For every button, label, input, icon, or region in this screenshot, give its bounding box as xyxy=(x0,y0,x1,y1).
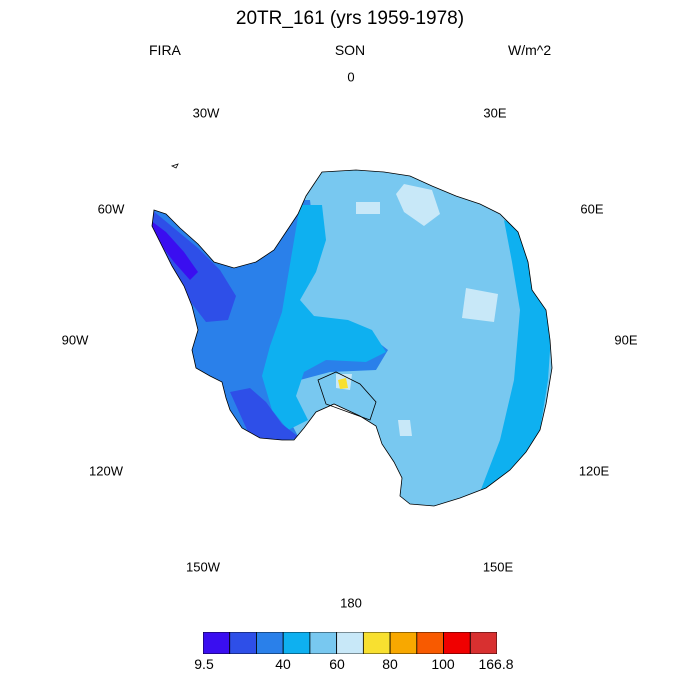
colorbar-label-100: 100 xyxy=(431,656,455,672)
lon-label-120w: 120W xyxy=(89,463,123,479)
lon-label-180: 180 xyxy=(340,595,362,611)
lon-label-30e: 30E xyxy=(483,105,507,121)
colorbar xyxy=(203,632,497,654)
field-patch-2 xyxy=(462,288,498,322)
antarctica-field xyxy=(152,170,552,506)
colorbar-label-max: 166.8 xyxy=(478,656,514,672)
colorbar-box-0 xyxy=(203,632,231,654)
colorbar-box-1 xyxy=(229,632,257,654)
colorbar-label-min: 9.5 xyxy=(194,656,214,672)
colorbar-box-4 xyxy=(309,632,338,654)
field-marie-byrd xyxy=(230,388,300,442)
colorbar-box-8 xyxy=(416,632,444,654)
variable-name: FIRA xyxy=(149,42,181,58)
field-patch-1 xyxy=(396,184,440,226)
field-patch-3 xyxy=(356,202,380,214)
colorbar-box-9 xyxy=(443,632,471,654)
lon-label-60w: 60W xyxy=(97,201,125,217)
lon-label-90e: 90E xyxy=(614,332,638,348)
colorbar-label-80: 80 xyxy=(382,656,398,672)
field-west-cyan xyxy=(262,205,386,430)
colorbar-box-2 xyxy=(256,632,284,654)
colorbar-box-10 xyxy=(469,632,497,654)
units-label: W/m^2 xyxy=(508,42,552,58)
lon-label-60e: 60E xyxy=(580,201,604,217)
field-patch-4 xyxy=(398,420,412,436)
lon-label-150w: 150W xyxy=(186,559,220,575)
season-label: SON xyxy=(334,42,366,58)
ross-ice-shelf-outline xyxy=(317,371,377,421)
lon-label-30w: 30W xyxy=(192,105,220,121)
plot-title: 20TR_161 (yrs 1959-1978) xyxy=(235,8,465,29)
field-peninsula-tip xyxy=(152,220,198,280)
colorbar-box-6 xyxy=(362,632,391,654)
colorbar-label-40: 40 xyxy=(275,656,291,672)
colorbar-box-3 xyxy=(282,632,311,654)
lon-label-0: 0 xyxy=(347,69,355,85)
colorbar-box-7 xyxy=(389,632,418,654)
island-outline xyxy=(170,163,179,169)
colorbar-label-60: 60 xyxy=(329,656,345,672)
lon-label-120e: 120E xyxy=(578,463,610,479)
lon-label-90w: 90W xyxy=(61,332,89,348)
field-yellow-cell xyxy=(338,378,348,389)
colorbar-box-5 xyxy=(336,632,364,654)
coastline xyxy=(151,169,553,507)
lon-label-150e: 150E xyxy=(482,559,514,575)
